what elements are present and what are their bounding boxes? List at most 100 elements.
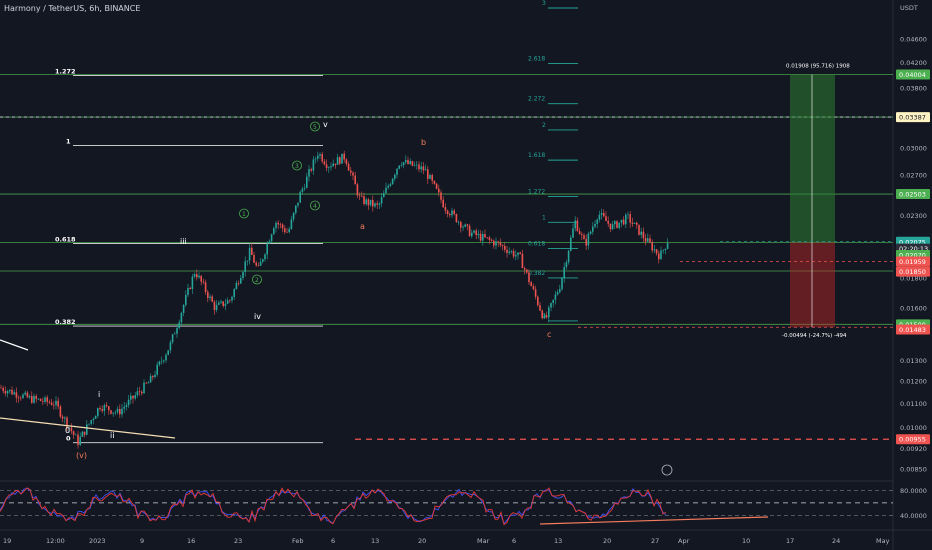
candle-body <box>299 191 301 203</box>
x-tick-label: 19 <box>3 537 11 545</box>
candle-body <box>240 278 242 284</box>
y-tick-label: 0.04600 <box>900 36 927 44</box>
candle-body <box>105 405 108 407</box>
candle-body <box>2 388 4 392</box>
candle-body <box>603 212 605 217</box>
candle-body <box>288 228 290 233</box>
candle-body <box>479 233 482 241</box>
candle-body <box>310 169 312 171</box>
target-label: 0.01908 (95.716) 1908 <box>786 64 850 70</box>
candle-body <box>332 163 334 167</box>
candle-body <box>350 170 352 173</box>
y-tick-label: 0.00850 <box>900 465 927 473</box>
candle-body <box>431 175 433 181</box>
candle-body <box>420 166 422 170</box>
candle-body <box>257 265 260 266</box>
y-tick-label: 0.01300 <box>900 357 927 365</box>
price-badge <box>896 266 930 277</box>
candle-body <box>508 251 510 253</box>
candle-body <box>644 238 647 242</box>
candle-body <box>303 187 306 189</box>
candle-body <box>152 375 154 378</box>
x-tick-label: 2023 <box>89 537 106 545</box>
candle-body <box>266 243 268 255</box>
candle-body <box>455 214 458 223</box>
candle-body <box>330 166 332 168</box>
candle-body <box>523 268 526 270</box>
candle-body <box>374 203 376 207</box>
y-tick-label: 0.01600 <box>900 304 927 312</box>
candle-body <box>457 221 460 223</box>
candle-body <box>77 434 79 445</box>
fib-right-label: 1.272 <box>528 188 545 195</box>
candle-body <box>567 250 570 263</box>
fib-left-label: 0.382 <box>55 318 76 326</box>
y-tick-label: 0.00920 <box>900 445 927 453</box>
candles <box>0 150 669 449</box>
candle-body <box>609 223 612 230</box>
candle-body <box>367 199 370 206</box>
wave-circle <box>252 274 262 285</box>
wave-circle <box>239 208 249 219</box>
x-tick-label: 16 <box>187 537 195 545</box>
candle-body <box>39 398 42 402</box>
candle-body <box>642 231 645 239</box>
candle-body <box>572 228 574 238</box>
candle-body <box>636 222 638 225</box>
rsi-signal-line <box>0 487 667 526</box>
candle-body <box>651 242 653 251</box>
candle-body <box>625 214 627 225</box>
candle-body <box>185 294 187 306</box>
candle-body <box>334 163 337 165</box>
candle-body <box>466 224 469 226</box>
candle-body <box>616 221 618 228</box>
candle-body <box>647 238 649 242</box>
candle-body <box>226 300 229 304</box>
candle-body <box>204 282 207 293</box>
candle-body <box>13 392 15 395</box>
candle-body <box>119 408 121 415</box>
candle-body <box>198 275 200 278</box>
candle-body <box>33 396 35 403</box>
candle-body <box>149 375 152 383</box>
x-tick-label: 20 <box>418 537 426 545</box>
candle-body <box>435 183 438 189</box>
candle-body <box>506 249 508 253</box>
candle-body <box>167 350 169 355</box>
candle-body <box>497 241 499 243</box>
candle-body <box>587 233 590 246</box>
candle-body <box>273 228 275 235</box>
candle-body <box>543 315 546 319</box>
candle-body <box>224 303 227 306</box>
candle-body <box>389 184 392 186</box>
price-badge-label: 0.02503 <box>899 191 926 199</box>
candle-body <box>343 153 345 160</box>
candle-body <box>202 281 205 283</box>
candle-body <box>48 401 51 403</box>
candle-body <box>130 395 132 400</box>
candle-body <box>75 434 77 436</box>
price-badge-label: 0.01850 <box>899 268 926 276</box>
candle-body <box>545 315 548 318</box>
candle-body <box>251 247 253 255</box>
candle-body <box>64 417 66 419</box>
x-tick-label: 20 <box>603 537 611 545</box>
candle-body <box>277 222 279 225</box>
candle-body <box>570 237 572 251</box>
candle-body <box>72 431 75 435</box>
candle-body <box>286 232 288 233</box>
candle-body <box>187 287 189 295</box>
candle-body <box>143 382 145 394</box>
price-badge-label: 02:20:13 <box>899 245 928 253</box>
candle-body <box>284 228 286 233</box>
candle-body <box>607 221 609 224</box>
candle-body <box>0 387 2 389</box>
wave-label: iv <box>254 312 261 321</box>
fib-right-label: 3 <box>542 0 546 7</box>
candle-body <box>649 238 651 243</box>
candle-body <box>405 160 407 163</box>
candle-body <box>660 250 662 260</box>
x-tick-label: 9 <box>140 537 144 545</box>
candle-body <box>61 416 64 419</box>
